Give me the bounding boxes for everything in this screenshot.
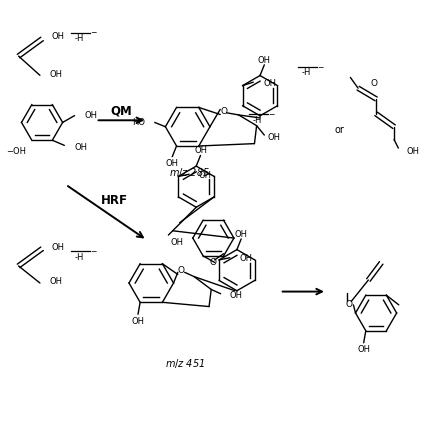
Text: OH: OH bbox=[166, 158, 178, 167]
Text: O: O bbox=[220, 107, 227, 115]
Text: -H: -H bbox=[252, 115, 261, 124]
Text: −: − bbox=[267, 110, 274, 119]
Text: -H: -H bbox=[301, 68, 311, 77]
Text: OH: OH bbox=[74, 143, 87, 152]
Text: OH: OH bbox=[239, 254, 252, 263]
Text: OH: OH bbox=[263, 79, 276, 87]
Text: OH: OH bbox=[49, 277, 62, 286]
Text: or: or bbox=[334, 125, 344, 135]
Text: OH: OH bbox=[356, 344, 369, 353]
Text: OH: OH bbox=[194, 146, 206, 155]
Text: OH: OH bbox=[51, 243, 64, 252]
Text: OH: OH bbox=[170, 237, 183, 246]
Text: OH: OH bbox=[234, 229, 247, 238]
Text: −: − bbox=[90, 28, 97, 37]
Text: OH: OH bbox=[229, 290, 242, 299]
Text: O: O bbox=[369, 79, 377, 88]
Text: −: − bbox=[317, 63, 323, 72]
Text: OH: OH bbox=[267, 132, 280, 141]
Text: HRF: HRF bbox=[101, 194, 128, 206]
Text: OH: OH bbox=[51, 32, 64, 41]
Text: -H: -H bbox=[75, 34, 84, 43]
Text: OH: OH bbox=[131, 316, 144, 325]
Text: HO: HO bbox=[132, 118, 144, 127]
Text: $m/z$ 451: $m/z$ 451 bbox=[165, 356, 205, 369]
Text: OH: OH bbox=[85, 111, 98, 120]
Text: OH: OH bbox=[406, 147, 419, 155]
Text: O: O bbox=[345, 299, 352, 308]
Text: O: O bbox=[209, 258, 216, 267]
Text: OH: OH bbox=[49, 70, 62, 79]
Text: OH: OH bbox=[199, 170, 212, 179]
Text: $m/z$ 285: $m/z$ 285 bbox=[169, 166, 210, 179]
Text: -H: -H bbox=[75, 252, 84, 261]
Text: −: − bbox=[90, 246, 97, 255]
Text: −OH: −OH bbox=[6, 147, 26, 155]
Text: OH: OH bbox=[257, 55, 270, 64]
Text: O: O bbox=[177, 266, 184, 275]
Text: QM: QM bbox=[110, 104, 132, 117]
